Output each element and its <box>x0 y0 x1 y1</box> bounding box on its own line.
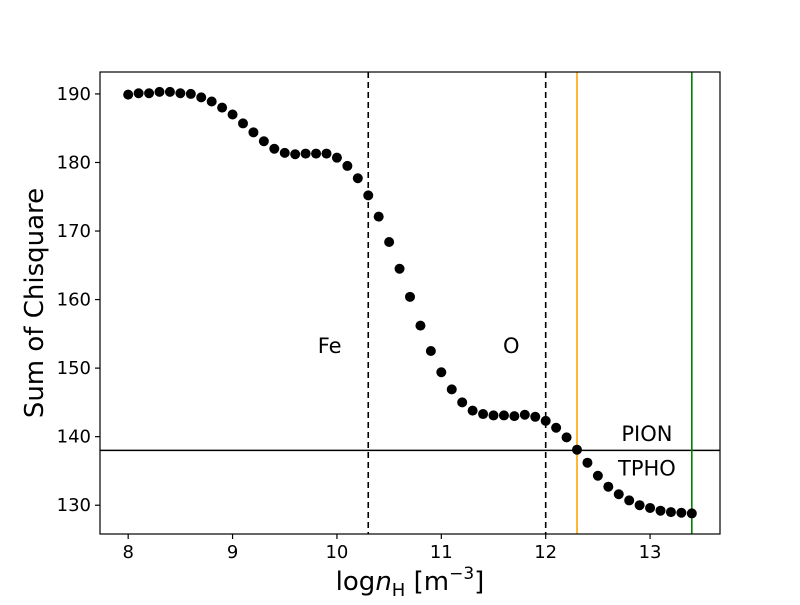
data-point <box>415 320 426 331</box>
data-point <box>300 148 311 159</box>
data-point <box>290 149 301 160</box>
x-tick-label: 12 <box>534 542 557 563</box>
data-point <box>478 409 489 420</box>
data-points <box>123 86 697 519</box>
data-point <box>530 411 541 422</box>
data-point <box>144 88 155 99</box>
y-tick-label: 140 <box>57 427 91 448</box>
y-tick-label: 170 <box>57 221 91 242</box>
data-point <box>467 405 478 416</box>
data-point <box>185 88 196 99</box>
data-point <box>217 102 228 113</box>
data-point <box>384 236 395 247</box>
x-tick-label: 10 <box>325 542 348 563</box>
x-tick-label: 9 <box>227 542 238 563</box>
data-point <box>592 470 603 481</box>
data-point <box>363 190 374 201</box>
data-point <box>509 411 520 422</box>
data-point <box>133 88 144 99</box>
data-point <box>258 136 269 147</box>
data-point <box>154 86 165 97</box>
data-point <box>269 143 280 154</box>
data-point <box>655 505 666 516</box>
data-point <box>248 127 259 138</box>
data-point <box>279 147 290 158</box>
x-tick-label: 8 <box>122 542 133 563</box>
data-point <box>676 507 687 518</box>
y-tick-label: 130 <box>57 495 91 516</box>
x-tick-label: 13 <box>639 542 662 563</box>
data-point <box>634 500 645 511</box>
data-point <box>572 444 583 455</box>
data-point <box>686 508 697 519</box>
data-point <box>457 397 468 408</box>
reference-lines <box>100 72 720 534</box>
data-point <box>446 384 457 395</box>
data-point <box>352 173 363 184</box>
y-tick-label: 190 <box>57 84 91 105</box>
data-point <box>237 118 248 129</box>
plot-frame <box>99 71 721 535</box>
data-point <box>645 502 656 513</box>
data-point <box>405 291 415 302</box>
annotation-pion: PION <box>621 422 672 446</box>
annotation-fe: Fe <box>318 334 342 358</box>
data-point <box>425 345 436 356</box>
data-point <box>342 160 353 171</box>
x-tick-label: 11 <box>430 542 453 563</box>
annotation-o: O <box>503 334 520 358</box>
data-point <box>498 410 509 421</box>
axis-ticks: 8 9 10 11 12 13 130 140 150 160 170 180 190 <box>57 84 662 563</box>
data-point <box>519 409 530 420</box>
data-point <box>227 109 238 120</box>
data-point <box>321 148 332 159</box>
data-point <box>582 457 593 468</box>
annotations: Fe O PION TPHO <box>318 334 676 481</box>
data-point <box>311 148 322 159</box>
data-point <box>613 489 624 500</box>
data-point <box>561 432 572 443</box>
data-point <box>331 152 342 163</box>
annotation-tpho: TPHO <box>617 457 676 481</box>
data-point <box>551 422 562 433</box>
data-point <box>123 89 134 100</box>
y-tick-label: 180 <box>57 152 91 173</box>
data-point <box>624 495 635 506</box>
data-point <box>665 507 676 518</box>
y-tick-label: 150 <box>57 358 91 379</box>
data-point <box>175 88 186 99</box>
data-point <box>196 92 207 103</box>
data-point <box>603 481 614 492</box>
x-axis-label: lognH [m−3] <box>336 564 485 600</box>
data-point <box>206 96 217 107</box>
data-point <box>540 415 551 426</box>
y-axis-label: Sum of Chisquare <box>20 188 50 418</box>
data-point <box>488 410 499 421</box>
data-point <box>373 211 384 222</box>
data-point <box>436 367 447 378</box>
data-point <box>164 86 175 97</box>
data-point <box>394 263 405 274</box>
y-tick-label: 160 <box>57 290 91 311</box>
